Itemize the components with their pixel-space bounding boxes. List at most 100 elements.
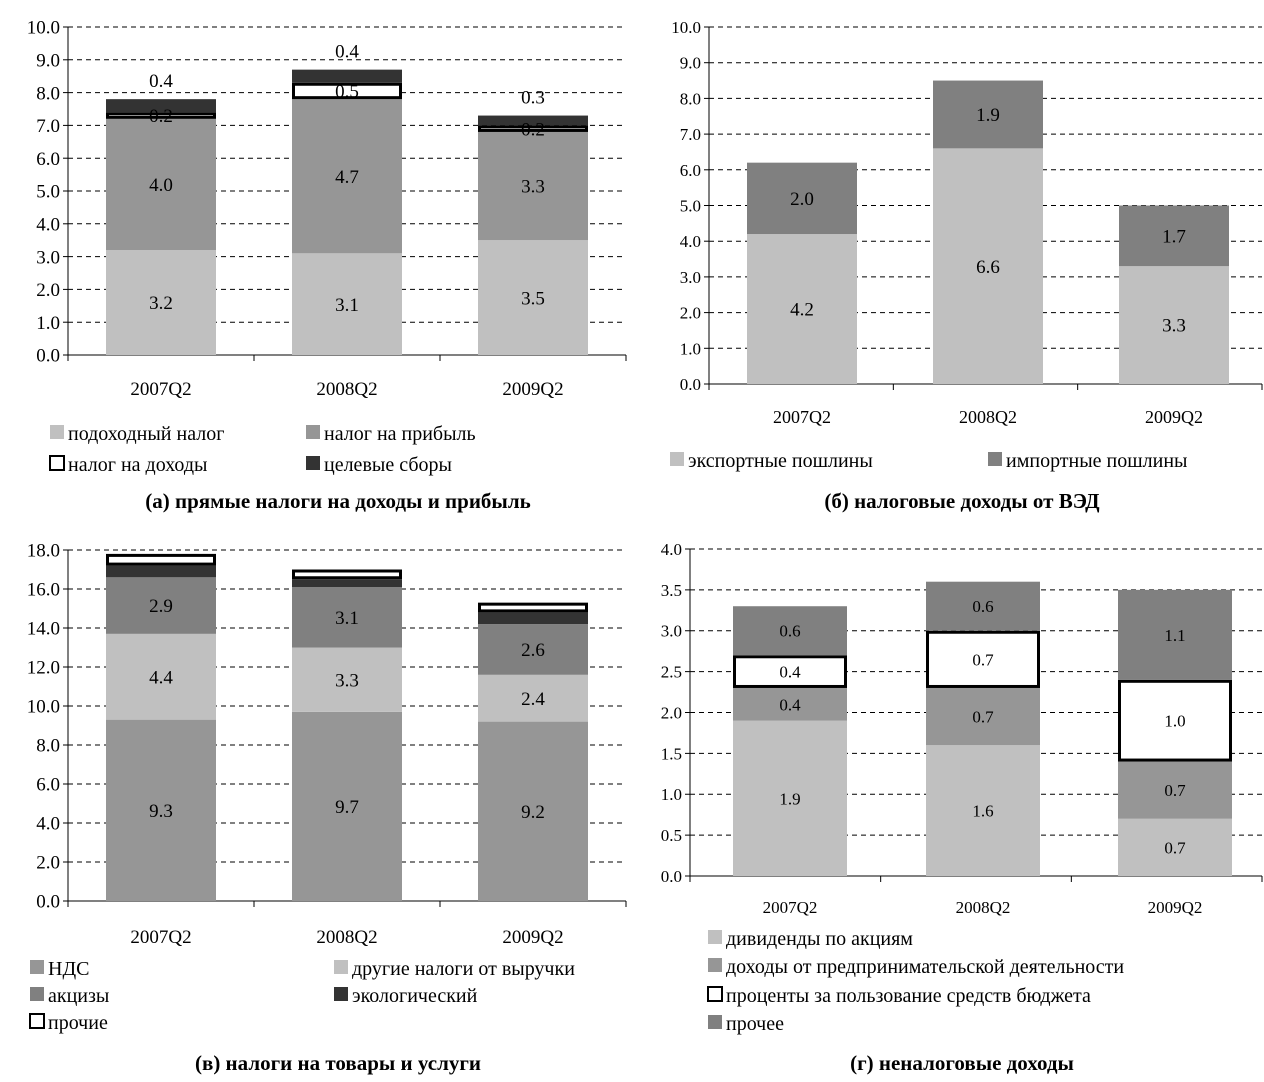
data-label: 0.3 — [521, 88, 545, 109]
bar-segment — [1118, 818, 1232, 876]
bar-segment — [733, 687, 847, 721]
y-tick-label: 0.0 — [36, 892, 60, 913]
x-axis: 2007Q2 2008Q2 2009Q2 — [708, 383, 1263, 427]
legend-label: экологический — [352, 985, 478, 1007]
x-tick-label: 2009Q2 — [502, 379, 563, 400]
y-tick-label: 18.0 — [27, 541, 60, 562]
data-labels: 4.2 2.0 6.6 1.9 3.3 1.7 — [790, 105, 1186, 337]
y-tick-label: 2.5 — [661, 663, 682, 682]
x-axis: 2007Q2 2008Q2 2009Q2 — [67, 900, 627, 948]
bar-segment — [933, 80, 1043, 149]
data-label: 1.9 — [779, 789, 800, 808]
y-tick-label: 5.0 — [36, 182, 60, 203]
bar-segment — [478, 721, 588, 901]
y-tick-label: 3.0 — [36, 247, 60, 268]
y-tick-label: 2.0 — [661, 703, 682, 722]
y-tick-label: 10.0 — [671, 18, 701, 37]
y-axis: 0.0 0.5 1.0 1.5 2.0 2.5 3.0 3.5 4.0 — [661, 540, 691, 886]
data-label: 9.3 — [149, 801, 173, 822]
y-tick-label: 1.0 — [36, 313, 60, 334]
data-label: 0.2 — [149, 106, 173, 127]
legend-swatch — [708, 930, 722, 944]
y-tick-label: 1.0 — [661, 785, 682, 804]
x-tick-label: 2007Q2 — [763, 898, 818, 917]
data-label: 0.6 — [972, 597, 993, 616]
data-label: 0.4 — [149, 71, 173, 92]
legend-label: НДС — [48, 958, 89, 980]
y-tick-label: 7.0 — [36, 116, 60, 137]
data-label: 2.9 — [149, 596, 173, 617]
data-labels: 1.9 0.4 0.4 0.6 1.6 0.7 0.7 0.6 0.7 0.7 1.0 1.1 — [779, 597, 1186, 857]
y-tick-label: 6.0 — [36, 775, 60, 796]
y-axis: 0.0 2.0 4.0 6.0 8.0 10.0 12.0 14.0 16.0 18.0 — [27, 541, 69, 913]
bar-segment — [106, 112, 216, 119]
bar-segment — [926, 687, 1040, 746]
bar-segment — [733, 655, 847, 688]
x-axis: 2007Q2 2008Q2 2009Q2 — [689, 875, 1263, 917]
data-label: 0.4 — [335, 42, 359, 63]
bar-segment — [292, 647, 402, 712]
legend-swatch — [334, 960, 348, 974]
data-label: 3.3 — [335, 670, 359, 691]
bar-segment — [478, 131, 588, 241]
chart-title: (а) прямые налоги на доходы и прибыль — [145, 489, 530, 513]
bars — [106, 69, 588, 355]
bar-segment — [478, 602, 588, 613]
bar-segment — [106, 99, 216, 113]
bars — [747, 80, 1229, 384]
bar-segment — [933, 148, 1043, 384]
bar-segment — [292, 82, 402, 100]
bar-segment — [1118, 679, 1232, 762]
bar-segment — [106, 118, 216, 251]
bar-segment — [478, 674, 588, 722]
legend-swatch — [50, 425, 64, 439]
y-tick-label: 9.0 — [36, 50, 60, 71]
y-tick-label: 2.0 — [36, 280, 60, 301]
y-tick-label: 14.0 — [27, 619, 60, 640]
legend: экспортные пошлины импортные пошлины — [670, 450, 1187, 472]
y-tick-label: 8.0 — [36, 83, 60, 104]
data-label: 4.2 — [790, 300, 814, 321]
legend-swatch — [708, 1015, 722, 1029]
bar-segment — [106, 577, 216, 634]
data-label: 3.1 — [335, 608, 359, 629]
chart-panel-a: 0.0 1.0 2.0 3.0 4.0 5.0 6.0 7.0 8.0 9.0 10.0 2007Q2… — [27, 18, 627, 513]
bar-segment — [106, 633, 216, 720]
bar-segment — [926, 745, 1040, 876]
legend-swatch — [29, 1013, 45, 1029]
y-tick-label: 4.0 — [661, 540, 682, 559]
legend-label: акцизы — [48, 985, 109, 1007]
legend-label: налог на доходы — [68, 454, 207, 476]
bar-segment — [1118, 589, 1232, 680]
y-tick-label: 16.0 — [27, 580, 60, 601]
data-labels: 3.2 4.0 0.2 0.4 3.1 4.7 0.5 0.4 3.5 3.3 0.2 0.3 — [149, 42, 545, 316]
legend-swatch — [30, 960, 44, 974]
data-label: 0.4 — [779, 663, 801, 682]
y-tick-label: 3.0 — [661, 622, 682, 641]
bar-segment — [292, 711, 402, 901]
y-tick-label: 0.0 — [661, 867, 682, 886]
data-label: 2.4 — [521, 689, 545, 710]
y-tick-label: 4.0 — [36, 814, 60, 835]
bar-segment — [926, 581, 1040, 631]
data-label: 4.0 — [149, 175, 173, 196]
bar-segment — [478, 612, 588, 625]
bar-segment — [478, 125, 588, 132]
bar-segment — [478, 115, 588, 126]
legend-swatch — [30, 987, 44, 1001]
legend: подоходный налог налог на прибыль налог на… — [49, 423, 476, 476]
bar-segment — [733, 606, 847, 656]
legend: дивиденды по акциям доходы от предпринима… — [707, 928, 1124, 1035]
y-axis: 0.0 1.0 2.0 3.0 4.0 5.0 6.0 7.0 8.0 9.0 10.0 — [671, 18, 710, 394]
x-tick-label: 2009Q2 — [1148, 898, 1203, 917]
data-label: 0.7 — [972, 708, 994, 727]
x-axis: 2007Q2 2008Q2 2009Q2 — [67, 354, 627, 400]
y-tick-label: 10.0 — [27, 18, 60, 39]
bar-segment — [1119, 205, 1229, 267]
data-label: 1.7 — [1162, 226, 1186, 247]
bar-segment — [292, 69, 402, 83]
chart-panel-b: 0.0 1.0 2.0 3.0 4.0 5.0 6.0 7.0 8.0 9.0 10.0 2007Q2… — [670, 18, 1263, 513]
y-tick-label: 4.0 — [36, 214, 60, 235]
data-label: 1.1 — [1164, 626, 1185, 645]
